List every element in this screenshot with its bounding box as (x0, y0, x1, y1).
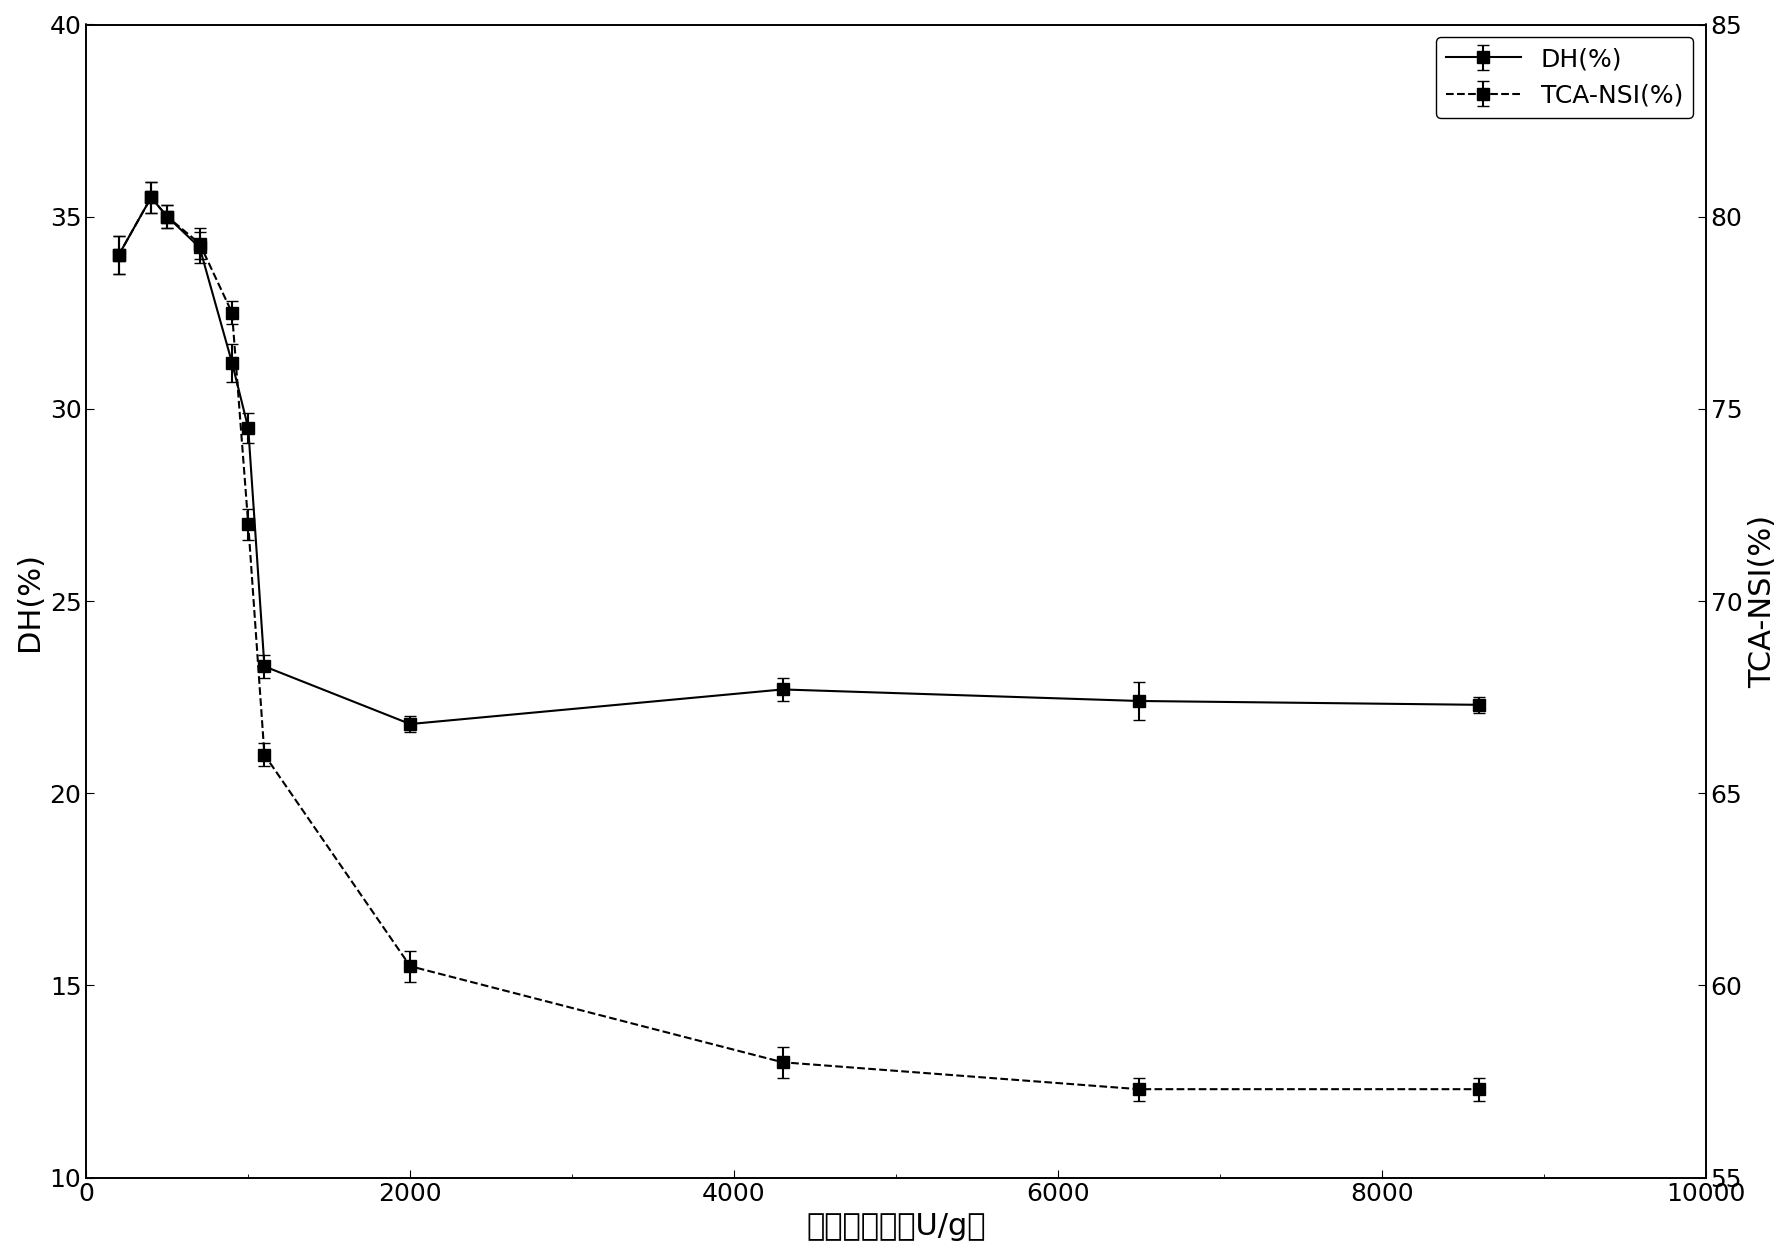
Y-axis label: DH(%): DH(%) (14, 551, 45, 651)
Y-axis label: TCA-NSI(%): TCA-NSI(%) (1747, 515, 1778, 687)
Legend: DH(%), TCA-NSI(%): DH(%), TCA-NSI(%) (1435, 36, 1693, 118)
X-axis label: 复配酶用量（U/g）: 复配酶用量（U/g） (806, 1212, 986, 1241)
